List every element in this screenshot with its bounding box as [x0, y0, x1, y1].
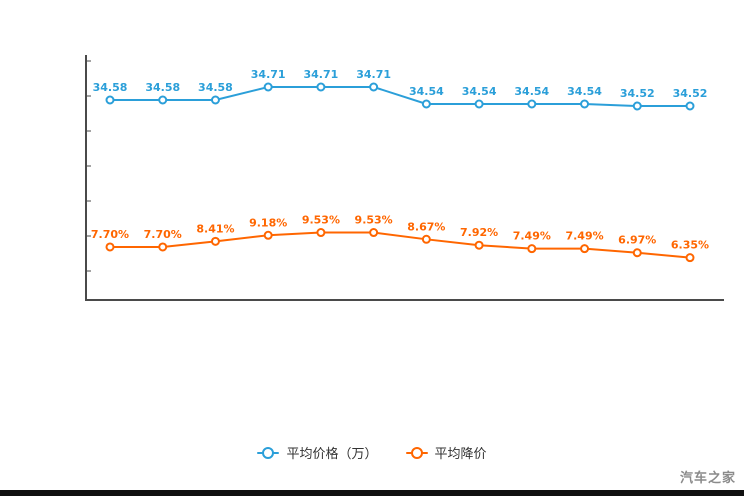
legend-item-average-discount[interactable]: 平均降价	[405, 443, 487, 462]
data-point-label: 8.67%	[407, 220, 445, 233]
data-point-marker[interactable]	[421, 234, 431, 244]
legend-circle-icon	[410, 446, 423, 459]
data-point-marker[interactable]	[474, 240, 484, 250]
data-point-label: 7.49%	[565, 230, 603, 243]
data-point-label: 34.58	[93, 81, 128, 94]
data-point-label: 7.70%	[144, 228, 182, 241]
data-point-marker[interactable]	[210, 236, 220, 246]
line-series-icon	[405, 446, 428, 459]
legend-circle-icon	[262, 446, 275, 459]
price-trend-chart: 34.58 34.58 34.58 34.71 34.71 34.71 34.54 34.54…	[85, 55, 724, 301]
data-point-marker[interactable]	[685, 253, 695, 263]
data-point-label: 34.54	[462, 85, 497, 98]
data-point-label: 9.53%	[355, 214, 393, 227]
data-point-marker[interactable]	[263, 82, 273, 92]
series-line	[110, 231, 691, 259]
data-point-label: 34.71	[356, 68, 391, 81]
data-point-marker[interactable]	[527, 244, 537, 254]
data-point-label: 7.92%	[460, 226, 498, 239]
data-point-marker[interactable]	[685, 101, 695, 111]
data-point-marker[interactable]	[632, 248, 642, 258]
data-point-label: 34.58	[198, 81, 233, 94]
data-point-marker[interactable]	[158, 242, 168, 252]
data-point-marker[interactable]	[580, 99, 590, 109]
data-point-marker[interactable]	[369, 228, 379, 238]
bottom-bar	[0, 490, 744, 496]
data-point-label: 7.70%	[91, 228, 129, 241]
legend-item-average-price[interactable]: 平均价格（万）	[257, 443, 378, 462]
data-point-marker[interactable]	[210, 95, 220, 105]
data-point-marker[interactable]	[158, 95, 168, 105]
data-point-label: 8.41%	[196, 222, 234, 235]
data-point-marker[interactable]	[316, 228, 326, 238]
data-point-marker[interactable]	[105, 95, 115, 105]
data-point-label: 34.52	[620, 87, 655, 100]
data-point-label: 34.54	[409, 85, 444, 98]
data-point-label: 34.71	[304, 68, 339, 81]
data-point-label: 34.52	[673, 87, 708, 100]
data-point-label: 9.53%	[302, 214, 340, 227]
data-point-marker[interactable]	[474, 99, 484, 109]
data-point-marker[interactable]	[263, 230, 273, 240]
data-point-label: 9.18%	[249, 216, 287, 229]
legend-label-average-discount: 平均降价	[434, 447, 487, 462]
data-point-marker[interactable]	[421, 99, 431, 109]
data-point-marker[interactable]	[316, 82, 326, 92]
data-point-label: 34.54	[567, 85, 602, 98]
data-point-label: 34.58	[145, 81, 180, 94]
chart-legend: 平均价格（万） 平均降价	[0, 443, 744, 462]
series-line	[110, 86, 690, 107]
data-point-label: 34.71	[251, 68, 286, 81]
watermark: 汽车之家	[679, 471, 736, 486]
data-point-marker[interactable]	[527, 99, 537, 109]
data-point-label: 7.49%	[513, 230, 551, 243]
line-series-icon	[257, 446, 280, 459]
data-point-marker[interactable]	[105, 242, 115, 252]
data-point-label: 6.35%	[671, 239, 709, 252]
legend-label-average-price: 平均价格（万）	[286, 447, 378, 462]
data-point-marker[interactable]	[369, 82, 379, 92]
data-point-label: 34.54	[514, 85, 549, 98]
data-point-marker[interactable]	[632, 101, 642, 111]
data-point-marker[interactable]	[580, 244, 590, 254]
data-point-label: 6.97%	[618, 234, 656, 247]
